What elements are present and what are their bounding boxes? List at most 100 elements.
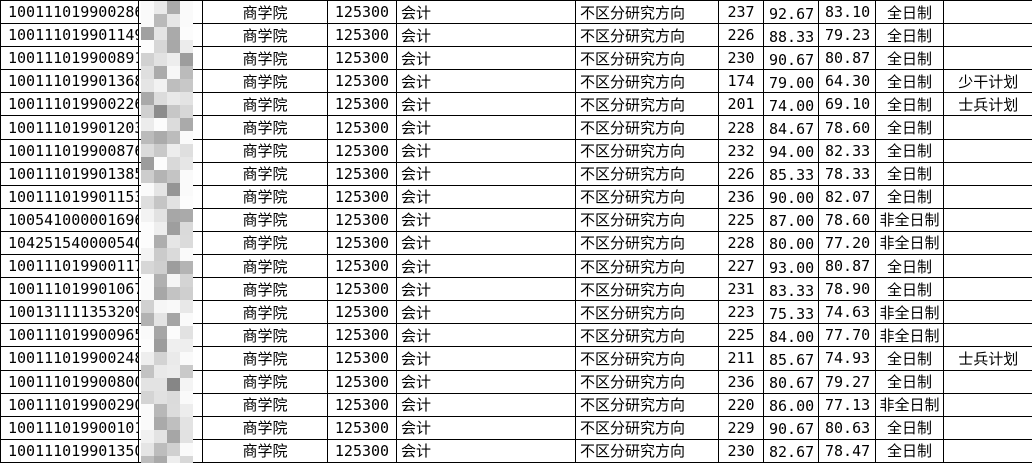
cell-exam-id: 100111019900226 (0, 92, 139, 117)
cell-program-name: 会计 (396, 277, 576, 302)
cell-score-total: 225 (718, 323, 764, 348)
cell-program-code: 125300 (327, 161, 397, 186)
cell-program-name: 会计 (396, 23, 576, 48)
cell-exam-id: 100111019901067 (0, 277, 139, 302)
cell-special-plan (943, 115, 1032, 140)
cell-score-b: 74.93 (818, 346, 876, 371)
cell-score-a: 90.00 (763, 184, 819, 209)
table-row: 100111019900800 商学院 125300 会计 不区分研究方向 23… (0, 369, 1032, 394)
cell-study-mode: 非全日制 (875, 300, 944, 325)
cell-program-code: 125300 (327, 277, 397, 302)
cell-score-a: 90.67 (763, 46, 819, 71)
cell-research-direction: 不区分研究方向 (575, 207, 719, 232)
cell-study-mode: 全日制 (875, 0, 944, 25)
cell-program-name: 会计 (396, 207, 576, 232)
cell-score-b: 79.27 (818, 369, 876, 394)
cell-college: 商学院 (202, 346, 328, 371)
cell-college: 商学院 (202, 184, 328, 209)
cell-study-mode: 非全日制 (875, 207, 944, 232)
cell-score-b: 77.13 (818, 392, 876, 417)
cell-research-direction: 不区分研究方向 (575, 254, 719, 279)
cell-program-code: 125300 (327, 23, 397, 48)
cell-research-direction: 不区分研究方向 (575, 438, 719, 463)
cell-study-mode: 全日制 (875, 415, 944, 440)
cell-program-name: 会计 (396, 115, 576, 140)
cell-score-b: 64.30 (818, 69, 876, 94)
cell-special-plan (943, 184, 1032, 209)
cell-exam-id: 100111019900800 (0, 369, 139, 394)
cell-score-b: 80.87 (818, 46, 876, 71)
cell-score-a: 85.67 (763, 346, 819, 371)
cell-college: 商学院 (202, 277, 328, 302)
cell-program-name: 会计 (396, 69, 576, 94)
cell-exam-id: 100111019901350 (0, 438, 139, 463)
cell-college: 商学院 (202, 207, 328, 232)
cell-college: 商学院 (202, 115, 328, 140)
cell-program-code: 125300 (327, 92, 397, 117)
cell-score-total: 211 (718, 346, 764, 371)
cell-college: 商学院 (202, 323, 328, 348)
cell-score-b: 78.47 (818, 438, 876, 463)
cell-program-code: 125300 (327, 392, 397, 417)
cell-score-a: 75.33 (763, 300, 819, 325)
cell-program-code: 125300 (327, 69, 397, 94)
cell-score-total: 236 (718, 369, 764, 394)
cell-exam-id: 100111019901149 (0, 23, 139, 48)
cell-score-total: 232 (718, 138, 764, 163)
cell-research-direction: 不区分研究方向 (575, 392, 719, 417)
cell-exam-id: 100111019900290 (0, 392, 139, 417)
cell-program-code: 125300 (327, 415, 397, 440)
cell-program-code: 125300 (327, 138, 397, 163)
cell-program-name: 会计 (396, 138, 576, 163)
cell-special-plan (943, 230, 1032, 256)
cell-program-name: 会计 (396, 184, 576, 209)
cell-program-code: 125300 (327, 46, 397, 71)
cell-program-code: 125300 (327, 323, 397, 348)
cell-special-plan (943, 369, 1032, 394)
cell-college: 商学院 (202, 415, 328, 440)
cell-score-total: 201 (718, 92, 764, 117)
cell-study-mode: 全日制 (875, 184, 944, 209)
cell-score-total: 174 (718, 69, 764, 94)
cell-score-total: 223 (718, 300, 764, 325)
cell-exam-id: 100111019901385 (0, 161, 139, 186)
cell-special-plan (943, 46, 1032, 71)
cell-special-plan (943, 138, 1032, 163)
cell-score-a: 79.00 (763, 69, 819, 94)
cell-study-mode: 全日制 (875, 115, 944, 140)
cell-college: 商学院 (202, 230, 328, 256)
cell-program-name: 会计 (396, 230, 576, 256)
cell-special-plan (943, 207, 1032, 232)
cell-special-plan (943, 0, 1032, 25)
cell-study-mode: 全日制 (875, 254, 944, 279)
cell-score-a: 80.00 (763, 230, 819, 256)
cell-program-code: 125300 (327, 115, 397, 140)
cell-research-direction: 不区分研究方向 (575, 0, 719, 25)
cell-college: 商学院 (202, 392, 328, 417)
redaction-mosaic (141, 1, 193, 463)
cell-program-name: 会计 (396, 92, 576, 117)
table-row: 100111019901067 商学院 125300 会计 不区分研究方向 23… (0, 277, 1032, 302)
cell-score-total: 226 (718, 161, 764, 186)
cell-exam-id: 100111019900248 (0, 346, 139, 371)
cell-special-plan (943, 161, 1032, 186)
cell-research-direction: 不区分研究方向 (575, 323, 719, 348)
cell-score-total: 228 (718, 230, 764, 256)
cell-exam-id: 100111019900965 (0, 323, 139, 348)
cell-score-b: 82.07 (818, 184, 876, 209)
cell-program-name: 会计 (396, 300, 576, 325)
cell-score-b: 83.10 (818, 0, 876, 25)
cell-special-plan (943, 438, 1032, 463)
cell-study-mode: 全日制 (875, 277, 944, 302)
cell-college: 商学院 (202, 138, 328, 163)
cell-program-name: 会计 (396, 161, 576, 186)
cell-score-b: 82.33 (818, 138, 876, 163)
cell-special-plan (943, 254, 1032, 279)
cell-special-plan (943, 323, 1032, 348)
cell-program-code: 125300 (327, 230, 397, 256)
cell-program-name: 会计 (396, 0, 576, 25)
cell-score-b: 77.20 (818, 230, 876, 256)
cell-score-b: 74.63 (818, 300, 876, 325)
table-row: 100111019901149 商学院 125300 会计 不区分研究方向 22… (0, 23, 1032, 48)
